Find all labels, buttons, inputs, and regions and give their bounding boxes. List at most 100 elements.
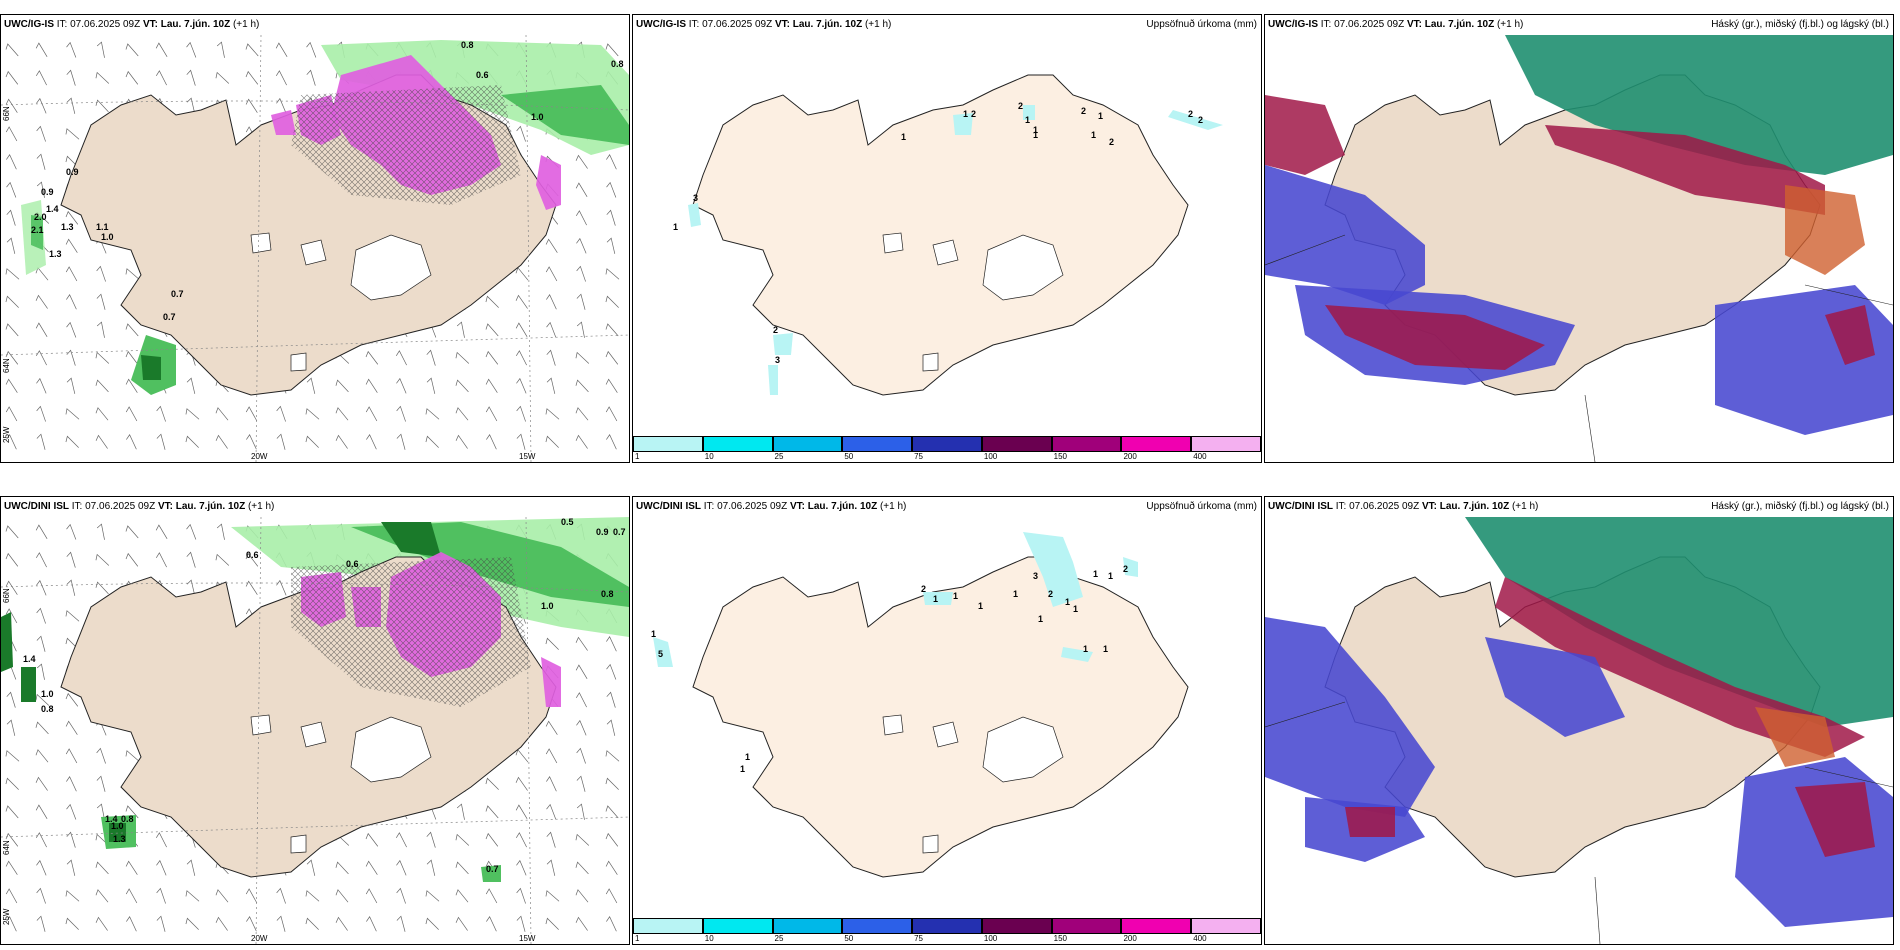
wind-barb-icon	[5, 43, 19, 57]
wind-barb-icon	[575, 351, 590, 364]
precip-area	[1023, 532, 1083, 607]
wind-barb-icon	[515, 294, 528, 309]
wind-barb-icon	[575, 182, 588, 198]
wind-barb-icon	[606, 691, 616, 708]
wind-barb-icon	[245, 43, 259, 57]
wind-barb-icon	[95, 553, 110, 566]
wind-barb-icon	[95, 916, 108, 931]
wind-barb-icon	[186, 41, 197, 58]
map-value-label: 0.6	[346, 559, 359, 569]
legend-swatch	[633, 918, 703, 934]
map-value-label: 1	[1065, 597, 1070, 607]
wind-barb-icon	[6, 237, 16, 254]
wind-barb-icon	[36, 97, 47, 114]
wind-barb-icon	[365, 406, 378, 422]
legend-tick-label: 50	[844, 934, 854, 943]
legend-tick-label: 400	[1193, 934, 1207, 943]
wind-barb-icon	[96, 747, 106, 764]
wind-barb-icon	[306, 377, 316, 394]
wind-barb-icon	[5, 552, 19, 567]
wind-barb-icon	[35, 721, 49, 735]
map-value-label: 2	[1188, 109, 1193, 119]
wind-barb-icon	[425, 917, 439, 930]
wind-barb-icon	[455, 833, 470, 846]
wind-barb-icon	[95, 889, 109, 903]
wind-barb-icon	[66, 97, 76, 114]
wind-barb-icon	[215, 434, 228, 449]
legend-swatch	[842, 436, 913, 452]
wind-barb-icon	[426, 349, 436, 366]
wind-barb-icon	[546, 776, 557, 792]
map-value-label: 1.4	[46, 204, 59, 214]
map-value-label: 1	[1091, 130, 1096, 140]
wind-barb-icon	[5, 580, 18, 595]
wind-barb-icon	[5, 295, 19, 308]
wind-barb-icon	[36, 607, 46, 624]
wind-barb-icon	[245, 70, 259, 85]
map-value-label: 1	[978, 601, 983, 611]
map-value-label: 0.7	[171, 289, 184, 299]
wind-convection-map: 20W 15W 25W 66N 64N 0.8 0.6 0.9 1.0 0.8 0.9 1.…	[1, 35, 629, 462]
legend-tick-label: 1	[635, 934, 640, 943]
map-value-label: 1.0	[541, 601, 554, 611]
wind-barb-icon	[515, 322, 528, 338]
wind-barb-icon	[576, 803, 585, 820]
wind-barb-icon	[606, 916, 617, 932]
legend-tick-label: 200	[1123, 452, 1137, 461]
map-value-label: 2	[1198, 115, 1203, 125]
wind-barb-icon	[605, 268, 620, 280]
legend-tick-label: 200	[1123, 934, 1137, 943]
wind-barb-icon	[365, 860, 378, 875]
wind-barb-icon	[605, 750, 620, 762]
wind-barb-icon	[5, 350, 19, 365]
wind-barb-icon	[125, 750, 140, 762]
wind-barb-icon	[516, 433, 526, 450]
wind-barb-icon	[96, 321, 105, 338]
map-value-label: 0.8	[121, 814, 134, 824]
wind-barb-icon	[576, 293, 586, 310]
wind-barb-icon	[5, 378, 18, 393]
map-value-label: 1	[963, 109, 968, 119]
wind-barb-icon	[65, 266, 78, 282]
high-cloud-area	[1465, 517, 1893, 727]
wind-barb-icon	[516, 125, 526, 142]
wind-barb-icon	[125, 552, 139, 567]
wind-barb-icon	[306, 41, 317, 58]
map-value-label: 2.1	[31, 225, 44, 235]
wind-barb-icon	[36, 663, 45, 680]
map-value-label: 1	[1103, 644, 1108, 654]
legend-tick-label: 75	[914, 452, 924, 461]
wind-barb-icon	[545, 748, 558, 764]
wind-barb-icon	[485, 295, 499, 308]
wind-barb-icon	[155, 524, 168, 540]
precip-legend: 1 10 25 50 75 100 150 200 400	[633, 916, 1261, 944]
wind-barb-icon	[186, 859, 196, 876]
map-value-label: 0.6	[476, 70, 489, 80]
wind-barb-icon	[5, 777, 19, 790]
wind-barb-icon	[305, 435, 319, 448]
wind-barb-icon	[125, 323, 139, 337]
wind-barb-icon	[155, 42, 168, 58]
map-value-label: 1.3	[49, 249, 62, 259]
wind-barb-icon	[246, 916, 257, 932]
wind-barb-icon	[186, 579, 196, 596]
wind-barb-icon	[245, 580, 258, 595]
wind-barb-icon	[125, 888, 138, 904]
legend-swatch	[772, 436, 843, 452]
wind-barb-icon	[245, 552, 259, 567]
wind-barb-icon	[576, 747, 586, 764]
map-value-label: 2	[1048, 589, 1053, 599]
map-value-label: 2	[1081, 106, 1086, 116]
wind-barb-icon	[276, 915, 286, 932]
wind-barb-icon	[606, 209, 616, 226]
conv-values: 0.8 0.6 0.9 1.0 0.8 0.9 1.42.0 2.1 1.3 1.3 0.7 0.7 1…	[31, 40, 624, 322]
wind-barb-icon	[575, 889, 589, 903]
wind-barb-icon	[96, 265, 106, 282]
wind-barb-icon	[66, 831, 76, 848]
wind-barb-icon	[305, 408, 320, 420]
wind-barb-icon	[546, 859, 556, 876]
wind-barb-icon	[95, 581, 109, 595]
wind-barb-icon	[216, 523, 225, 540]
wind-barb-icon	[545, 917, 559, 930]
wind-barb-icon	[485, 350, 499, 365]
